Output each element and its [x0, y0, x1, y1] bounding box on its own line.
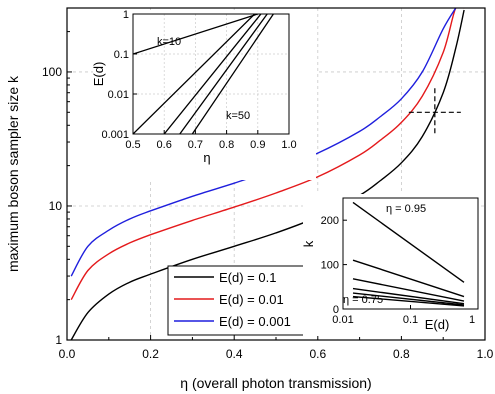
legend: E(d) = 0.1 E(d) = 0.01 E(d) = 0.001: [167, 265, 314, 336]
main-y-axis-label: maximum boson sampler size k: [5, 75, 21, 272]
inset2-series-line-2: [352, 278, 465, 302]
inset1-label-k50: k=50: [226, 110, 250, 122]
inset1-series-line-4: [191, 14, 274, 134]
inset1-x-tick-label: 0.8: [219, 139, 234, 151]
main-x-tick-label: 0.0: [59, 347, 76, 361]
inset1-series-line-1: [133, 14, 256, 134]
inset1-y-tick-label: 0.01: [108, 89, 129, 101]
inset1-series-line-2: [163, 14, 262, 134]
main-y-tick-label: 10: [49, 199, 63, 213]
inset2-series: [352, 201, 465, 307]
inset1-series-line-0: [133, 14, 258, 55]
inset2-series-line-0: [352, 201, 465, 283]
inset1-frame: [132, 13, 290, 135]
inset1-ticks: 0.5 0.6 0.7 0.8 0.9 1.0 1 0.1 0.01 0.001: [101, 9, 296, 151]
inset1-x-axis-label: η: [203, 150, 210, 165]
inset2-x-tick-label: 1: [469, 314, 475, 326]
inset2-y-tick-label: 100: [321, 260, 339, 272]
inset2-x-tick-label: 0.1: [403, 314, 418, 326]
inset1-x-tick-label: 0.5: [125, 139, 140, 151]
inset2-y-tick-label: 200: [321, 215, 339, 227]
inset2-background: [303, 194, 481, 336]
inset1-background: [93, 10, 316, 180]
main-y-tick-label: 100: [42, 65, 62, 79]
inset2-series-line-4: [352, 292, 465, 306]
legend-label-0: E(d) = 0.1: [219, 270, 276, 285]
inset1-label-k10: k=10: [157, 36, 181, 48]
inset1-y-tick-label: 0.001: [101, 129, 129, 141]
main-x-tick-label: 0.8: [393, 347, 410, 361]
inset2-series-line-1: [352, 259, 465, 298]
main-x-tick-label: 0.2: [142, 347, 159, 361]
inset1-x-tick-label: 0.7: [188, 139, 203, 151]
inset1-x-tick-label: 0.6: [157, 139, 172, 151]
main-x-tick-label: 0.6: [309, 347, 326, 361]
main-y-tick-label: 1: [55, 333, 62, 347]
main-series-line-1: [70, 8, 465, 301]
inset2-x-axis-label: E(d): [425, 317, 450, 332]
legend-label-2: E(d) = 0.001: [219, 314, 291, 329]
inset2-label-eta75: η = 0.75: [343, 294, 383, 306]
inset2-series-line-3: [352, 287, 465, 305]
main-series-line-0: [70, 9, 465, 340]
inset2-y-axis-label: k: [301, 240, 316, 247]
main-annotation: [408, 88, 461, 137]
inset2-series-line-5: [352, 295, 465, 307]
inset2-label-eta95: η = 0.95: [386, 203, 426, 215]
inset1-y-axis-label: E(d): [91, 62, 106, 87]
main-x-axis-label: η (overall photon transmission): [180, 375, 371, 391]
inset1-series: [133, 14, 274, 134]
legend-label-1: E(d) = 0.01: [219, 292, 284, 307]
inset2-y-tick-label: 0: [333, 304, 339, 316]
inset2-x-tick-label: 0.01: [332, 314, 353, 326]
inset2-ticks: 0.01 0.1 1 0 100 200: [321, 215, 479, 326]
main-x-tick-label: 1.0: [477, 347, 494, 361]
inset1-series-line-3: [179, 14, 268, 134]
inset1-y-tick-label: 0.1: [114, 49, 129, 61]
inset1-x-tick-label: 0.9: [250, 139, 265, 151]
inset1-y-tick-label: 1: [123, 9, 129, 21]
inset1-x-tick-label: 1.0: [281, 139, 296, 151]
main-x-tick-label: 0.4: [226, 347, 243, 361]
